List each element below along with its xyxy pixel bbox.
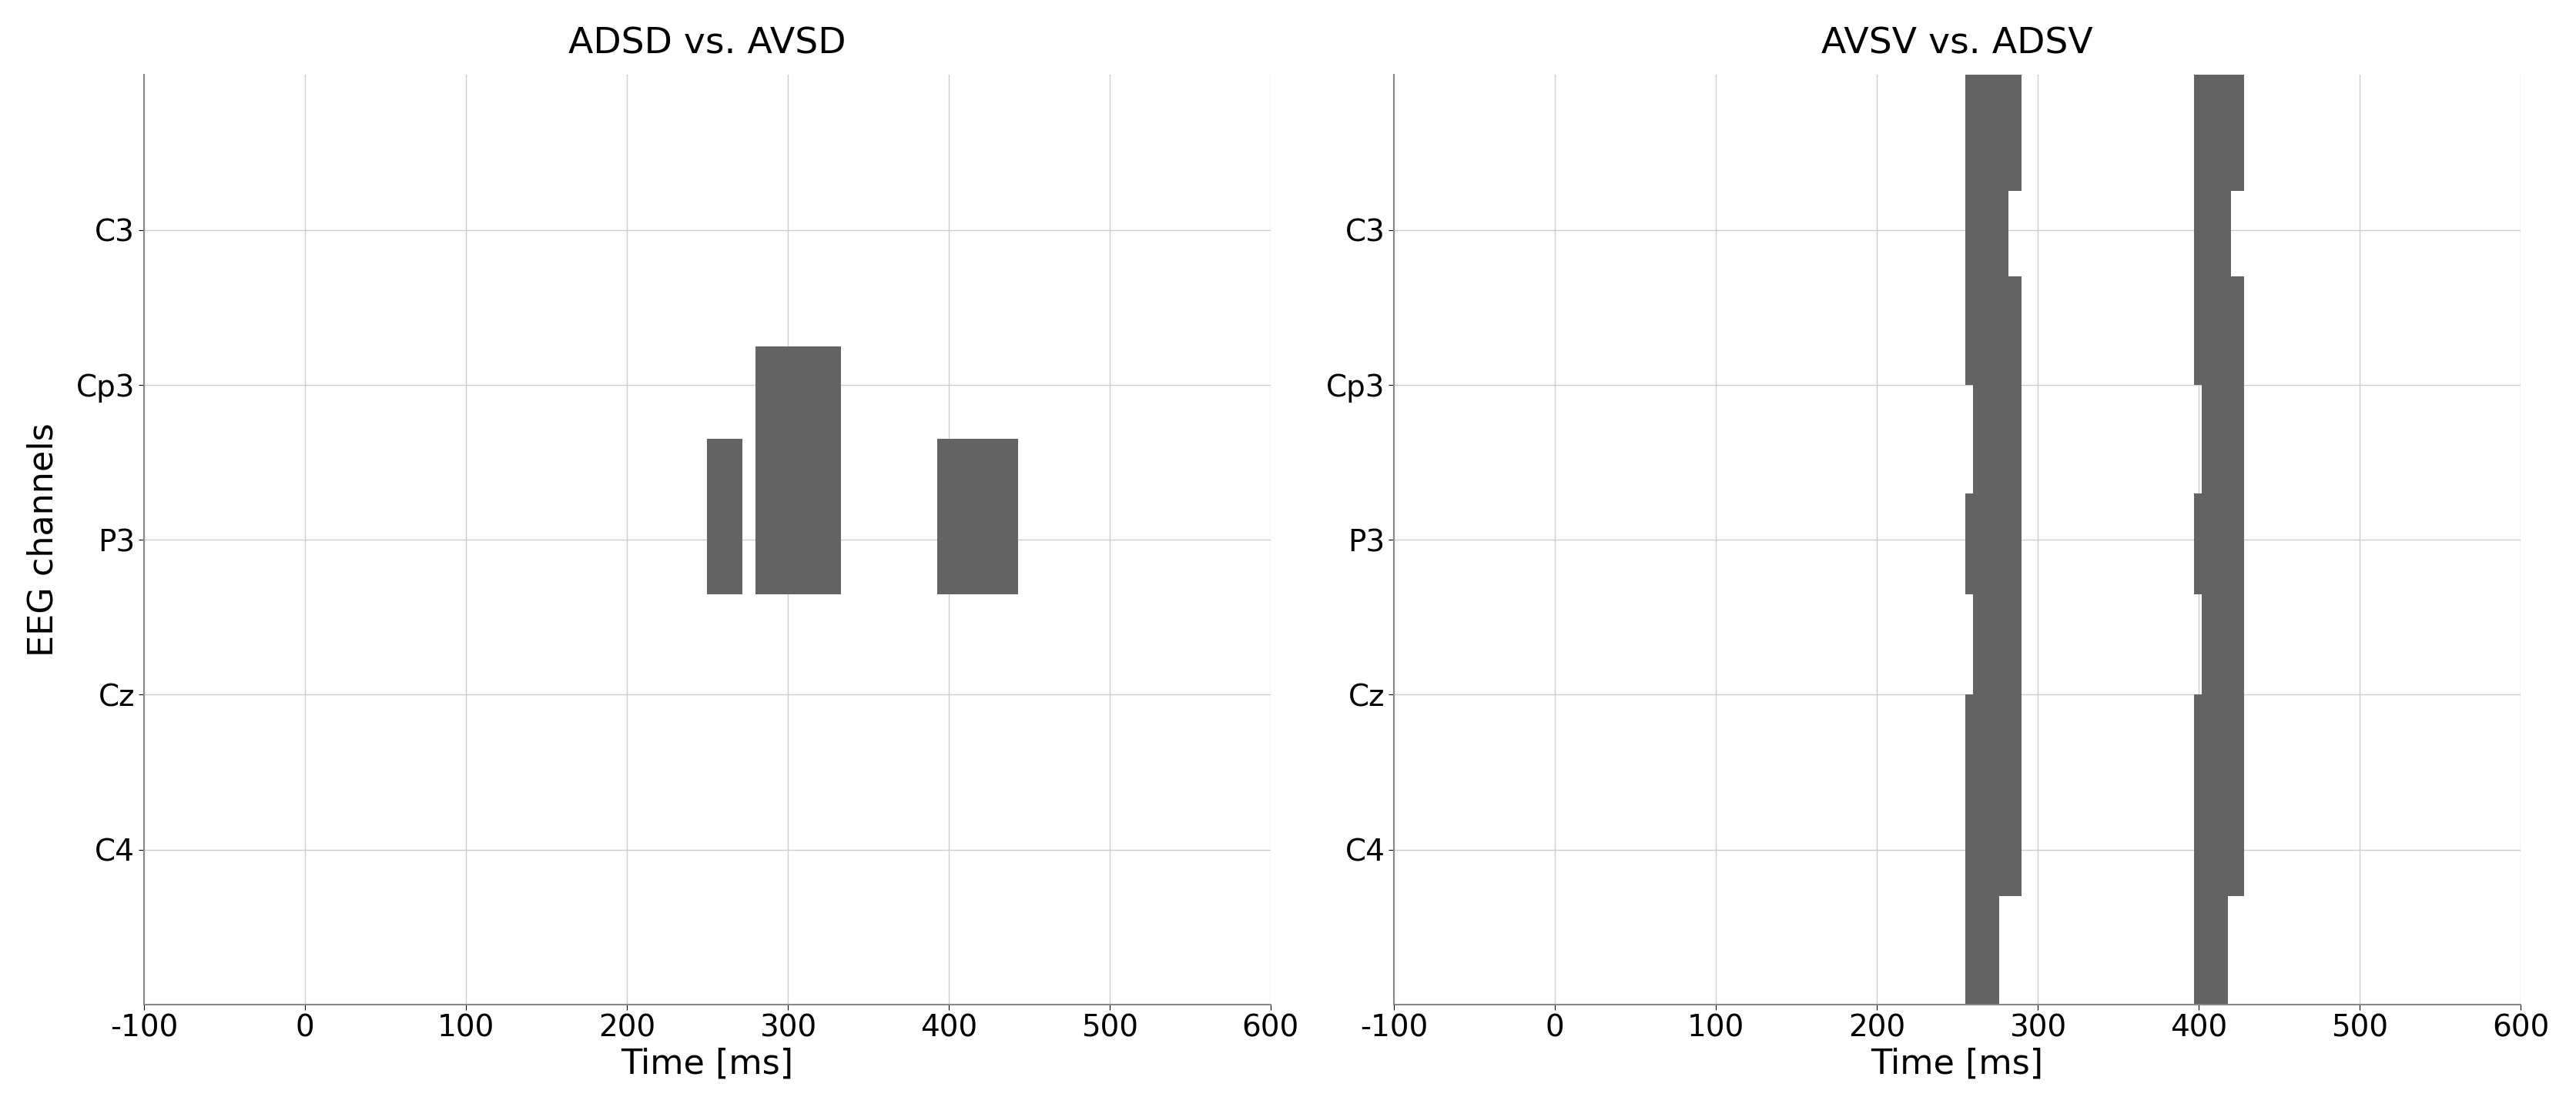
- Bar: [1965, 277, 2022, 385]
- Bar: [2195, 192, 2231, 277]
- Bar: [2195, 796, 2244, 896]
- X-axis label: Time [ms]: Time [ms]: [621, 1047, 793, 1080]
- Bar: [2195, 75, 2244, 192]
- Bar: [2195, 695, 2244, 796]
- Title: ADSD vs. AVSD: ADSD vs. AVSD: [569, 27, 845, 61]
- Bar: [1965, 695, 2022, 796]
- Bar: [2202, 594, 2244, 695]
- Bar: [1965, 192, 2009, 277]
- X-axis label: Time [ms]: Time [ms]: [1870, 1047, 2043, 1080]
- Bar: [708, 439, 742, 594]
- Bar: [1965, 796, 2022, 896]
- Bar: [1965, 494, 2022, 594]
- Bar: [1973, 594, 2022, 695]
- Bar: [938, 439, 1018, 594]
- Bar: [2195, 494, 2244, 594]
- Y-axis label: EEG channels: EEG channels: [26, 423, 59, 656]
- Bar: [1973, 385, 2022, 494]
- Bar: [1965, 896, 1999, 1004]
- Bar: [2202, 385, 2244, 494]
- Bar: [2195, 896, 2228, 1004]
- Bar: [755, 346, 840, 594]
- Title: AVSV vs. ADSV: AVSV vs. ADSV: [1821, 27, 2094, 61]
- Bar: [2195, 277, 2244, 385]
- Bar: [1965, 75, 2022, 192]
